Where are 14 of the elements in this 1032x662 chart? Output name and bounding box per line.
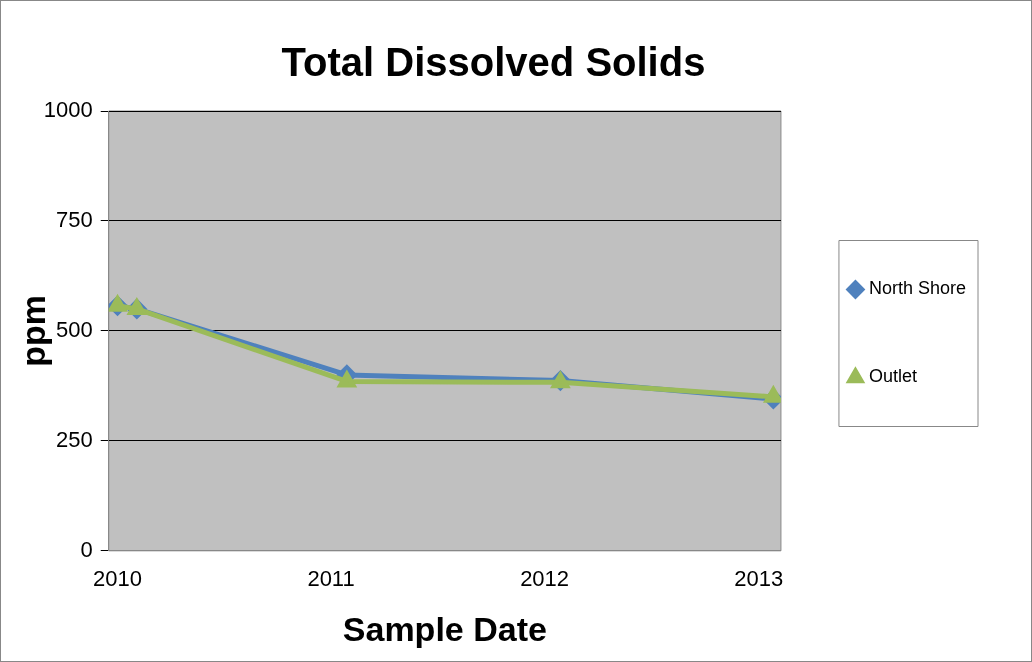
y-tick-label: 0	[80, 536, 93, 562]
legend-label: North Shore	[868, 278, 967, 299]
x-tick-label: 2011	[307, 566, 355, 592]
y-axis-title: ppm	[13, 295, 52, 367]
x-tick-label: 2012	[520, 566, 570, 592]
chart-title: Total Dissolved Solids	[281, 40, 706, 85]
x-tick-label: 2013	[734, 566, 784, 592]
y-tick-label: 1000	[43, 97, 93, 123]
legend-label: Outlet	[868, 366, 917, 387]
x-axis-title: Sample Date	[342, 609, 547, 648]
y-tick-label: 250	[56, 426, 93, 452]
y-tick-label: 750	[56, 207, 93, 233]
x-tick-label: 2010	[93, 566, 142, 592]
y-tick-label: 500	[56, 316, 93, 342]
